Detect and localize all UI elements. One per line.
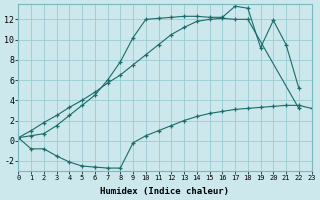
X-axis label: Humidex (Indice chaleur): Humidex (Indice chaleur) [100, 187, 229, 196]
